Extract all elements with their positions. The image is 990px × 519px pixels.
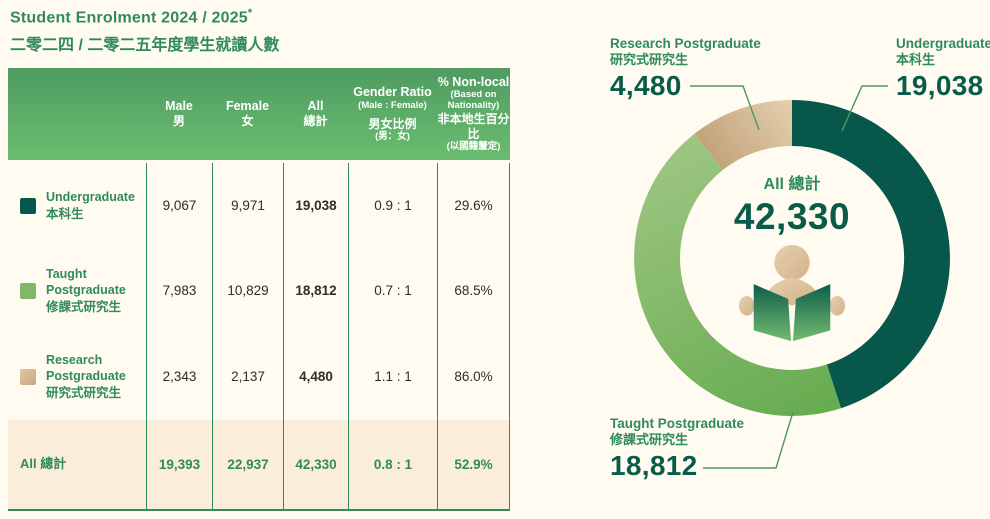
book-left-page <box>753 284 792 342</box>
header-male-en: Male <box>165 98 193 113</box>
header-female: Female 女 <box>212 68 283 160</box>
reader-left-hand <box>738 295 755 316</box>
cell-female: 9,971 <box>212 163 283 248</box>
cell-nonlocal: 68.5% <box>437 248 510 333</box>
reader-right-hand <box>829 295 846 316</box>
legend-square-research-icon <box>20 368 36 385</box>
callout-research-postgraduate: Research Postgraduate 研究式研究生 4,480 <box>610 36 761 102</box>
page-title: Student Enrolment 2024 / 2025* 二零二四 / 二零… <box>10 7 279 55</box>
cell-female-total: 22,937 <box>212 420 283 509</box>
cell-nonlocal-total: 52.9% <box>437 420 510 509</box>
header-male-zh: 男 <box>172 114 185 129</box>
row-label-zh: 修課式研究生 <box>46 299 122 314</box>
legend-square-undergraduate-icon <box>20 197 36 214</box>
cell-male: 2,343 <box>146 333 212 420</box>
row-label-en: Taught Postgraduate <box>46 267 126 298</box>
cell-ratio: 0.7 : 1 <box>348 248 437 333</box>
person-reading-book-icon <box>738 244 846 342</box>
header-ratio-zh-sub: (男：女) <box>375 130 410 142</box>
total-label-cell: All 總計 <box>8 420 146 509</box>
title-asterisk: * <box>247 7 253 19</box>
legend-square-taught-icon <box>20 282 36 299</box>
row-label-zh: 本科生 <box>46 206 84 221</box>
cell-all-total: 42,330 <box>283 420 348 509</box>
header-nonlocal-zh-sub: (以國籍釐定) <box>446 141 501 153</box>
row-label: Undergraduate 本科生 <box>46 189 135 222</box>
callout-value: 19,038 <box>896 70 984 102</box>
header-nonlocal-sub: (Based on Nationality) <box>447 89 500 112</box>
title-text: Student Enrolment 2024 / 2025 <box>10 9 248 27</box>
header-all-zh: 總計 <box>303 114 328 129</box>
cell-ratio: 0.9 : 1 <box>348 163 437 248</box>
reader-head <box>774 244 810 281</box>
table-row-undergraduate: Undergraduate 本科生 9,067 9,971 19,038 0.9… <box>8 163 510 248</box>
donut-center-value: 42,330 <box>733 196 851 237</box>
header-nonlocal-en: % Non-local <box>437 74 510 89</box>
callout-label-zh: 本科生 <box>896 52 936 68</box>
cell-male: 9,067 <box>146 163 212 248</box>
donut-chart <box>634 85 950 469</box>
cell-nonlocal: 29.6% <box>437 163 510 248</box>
header-female-en: Female <box>225 98 270 113</box>
cell-female: 10,829 <box>212 248 283 333</box>
header-all-en: All <box>307 98 324 113</box>
callout-value: 4,480 <box>610 70 682 102</box>
callout-label-en: Research Postgraduate <box>610 36 761 51</box>
header-male: Male 男 <box>146 68 212 160</box>
cell-all: 4,480 <box>283 333 348 420</box>
header-all: All 總計 <box>283 68 348 160</box>
enrolment-table: Male 男 Female 女 All 總計 Gender Ratio (Mal… <box>8 68 510 511</box>
donut-center-label: All 總計 <box>763 176 821 193</box>
cell-male: 7,983 <box>146 248 212 333</box>
cell-ratio-total: 0.8 : 1 <box>348 420 437 509</box>
row-label-cell: Taught Postgraduate 修課式研究生 <box>8 248 146 333</box>
header-female-zh: 女 <box>241 114 254 129</box>
callout-label-zh: 研究式研究生 <box>610 52 689 68</box>
row-label: Research Postgraduate 研究式研究生 <box>46 352 146 401</box>
header-blank <box>8 68 146 160</box>
table-row-total: All 總計 19,393 22,937 42,330 0.8 : 1 52.9… <box>8 420 510 509</box>
donut-segment-taught-postgraduate <box>634 133 841 416</box>
table-row-research-postgraduate: Research Postgraduate 研究式研究生 2,343 2,137… <box>8 333 510 420</box>
row-label-en: Undergraduate <box>46 190 135 205</box>
donut-chart-panel: All 總計 42,330 <box>590 0 990 519</box>
cell-all: 19,038 <box>283 163 348 248</box>
callout-undergraduate: Undergraduate 本科生 19,038 <box>896 36 990 102</box>
callout-value: 18,812 <box>610 450 698 482</box>
row-label-en: Research Postgraduate <box>46 353 126 384</box>
cell-ratio: 1.1 : 1 <box>348 333 437 420</box>
leader-line-taught <box>703 411 794 469</box>
row-label-cell: Undergraduate 本科生 <box>8 163 146 248</box>
donut-center: All 總計 42,330 <box>672 170 912 344</box>
callout-label-en: Undergraduate <box>896 36 990 51</box>
callout-label-zh: 修課式研究生 <box>610 432 689 448</box>
callout-taught-postgraduate: Taught Postgraduate 修課式研究生 18,812 <box>610 416 744 482</box>
cell-all: 18,812 <box>283 248 348 333</box>
callout-label-en: Taught Postgraduate <box>610 416 745 431</box>
header-ratio-zh: 男女比例 <box>368 116 417 131</box>
cell-male-total: 19,393 <box>146 420 212 509</box>
row-label: Taught Postgraduate 修課式研究生 <box>46 266 146 315</box>
row-label-zh: 研究式研究生 <box>46 385 122 400</box>
title-chinese: 二零二四 / 二零二五年度學生就讀人數 <box>10 37 280 55</box>
donut-segment-undergraduate <box>792 100 950 409</box>
header-ratio-sub: (Male : Female) <box>358 99 427 111</box>
table-row-taught-postgraduate: Taught Postgraduate 修課式研究生 7,983 10,829 … <box>8 248 510 333</box>
leader-line-research <box>690 85 760 131</box>
cell-nonlocal: 86.0% <box>437 333 510 420</box>
row-label-cell: Research Postgraduate 研究式研究生 <box>8 333 146 420</box>
title-english: Student Enrolment 2024 / 2025* <box>10 7 279 27</box>
total-label: All 總計 <box>20 456 67 472</box>
leader-line-undergraduate <box>841 85 888 132</box>
header-gender-ratio: Gender Ratio (Male : Female) 男女比例 (男：女) <box>348 68 437 160</box>
header-nonlocal: % Non-local (Based on Nationality) 非本地生百… <box>437 68 510 160</box>
donut-segment-research-postgraduate <box>694 100 792 170</box>
table-header-row: Male 男 Female 女 All 總計 Gender Ratio (Mal… <box>8 68 510 160</box>
header-ratio-en: Gender Ratio <box>353 85 432 100</box>
cell-female: 2,137 <box>212 333 283 420</box>
header-nonlocal-zh: 非本地生百分比 <box>437 112 510 142</box>
book-right-page <box>792 284 831 342</box>
